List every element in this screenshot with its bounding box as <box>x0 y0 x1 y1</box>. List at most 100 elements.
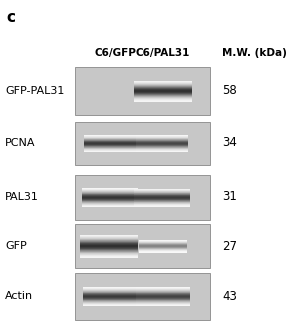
Bar <box>134 85 192 86</box>
Bar <box>84 145 136 146</box>
Bar <box>134 197 190 198</box>
Bar <box>136 135 188 136</box>
Text: 58: 58 <box>222 85 237 98</box>
Bar <box>83 292 139 293</box>
Bar <box>136 301 190 302</box>
Bar <box>84 139 136 140</box>
Bar <box>136 136 188 137</box>
Bar <box>80 246 138 247</box>
Bar <box>84 151 136 152</box>
Bar <box>139 246 187 247</box>
Bar <box>82 205 138 206</box>
Bar <box>84 142 136 143</box>
Bar <box>83 298 139 299</box>
Bar <box>134 201 190 202</box>
Bar <box>134 86 192 87</box>
Bar <box>139 240 187 241</box>
Bar <box>136 142 188 143</box>
Bar <box>139 251 187 252</box>
Bar <box>139 248 187 249</box>
Bar <box>84 146 136 147</box>
Bar <box>82 201 138 202</box>
Bar <box>136 138 188 139</box>
Bar <box>136 294 190 295</box>
Bar <box>134 95 192 96</box>
Bar <box>136 301 190 302</box>
Bar <box>134 201 190 202</box>
Bar <box>136 149 188 150</box>
Bar <box>82 196 138 197</box>
Bar <box>136 137 188 138</box>
Bar <box>80 253 138 254</box>
Bar <box>82 199 138 200</box>
Bar <box>136 289 190 290</box>
Bar <box>84 141 136 142</box>
Bar <box>80 252 138 253</box>
Bar <box>80 244 138 245</box>
Bar <box>84 136 136 137</box>
Bar <box>139 243 187 244</box>
Bar <box>84 137 136 138</box>
Bar <box>136 139 188 140</box>
Bar <box>83 289 139 290</box>
Bar <box>136 304 190 305</box>
Bar <box>82 192 138 193</box>
Bar <box>139 240 187 241</box>
Bar <box>75 224 210 268</box>
Bar <box>83 294 139 295</box>
Bar <box>139 240 187 241</box>
Bar <box>136 146 188 147</box>
Bar <box>84 138 136 139</box>
Bar <box>136 150 188 151</box>
Bar <box>80 247 138 248</box>
Bar <box>84 147 136 148</box>
Bar <box>134 81 192 82</box>
Bar <box>83 293 139 294</box>
Bar <box>83 301 139 302</box>
Bar <box>134 204 190 205</box>
Bar <box>80 236 138 237</box>
Bar <box>134 81 192 82</box>
Bar <box>136 148 188 149</box>
Bar <box>84 141 136 142</box>
Bar <box>134 100 192 101</box>
Bar <box>75 273 210 320</box>
Bar <box>82 203 138 204</box>
Bar <box>134 89 192 90</box>
Bar <box>136 140 188 141</box>
Bar <box>80 249 138 250</box>
Bar <box>80 238 138 239</box>
Bar <box>84 148 136 149</box>
Bar <box>134 197 190 198</box>
Bar <box>83 300 139 301</box>
Bar <box>134 91 192 92</box>
Bar <box>83 293 139 294</box>
Bar <box>82 194 138 195</box>
Bar <box>84 140 136 141</box>
Bar <box>80 245 138 246</box>
Bar <box>80 249 138 250</box>
Bar <box>134 87 192 88</box>
Text: PCNA: PCNA <box>5 138 35 148</box>
Bar <box>134 191 190 192</box>
Bar <box>139 244 187 245</box>
Bar <box>80 255 138 256</box>
Bar <box>83 300 139 301</box>
Bar <box>134 98 192 99</box>
Bar <box>82 202 138 203</box>
Bar <box>134 95 192 96</box>
Bar <box>84 149 136 150</box>
Bar <box>80 254 138 255</box>
Bar <box>84 143 136 144</box>
Bar <box>83 289 139 290</box>
Bar <box>136 143 188 144</box>
Bar <box>136 151 188 152</box>
Bar <box>82 191 138 192</box>
Bar <box>134 203 190 204</box>
Bar <box>80 237 138 238</box>
Bar <box>134 190 190 191</box>
Bar <box>80 246 138 247</box>
Bar <box>82 189 138 190</box>
Text: M.W. (kDa): M.W. (kDa) <box>222 48 287 58</box>
Bar <box>136 288 190 289</box>
